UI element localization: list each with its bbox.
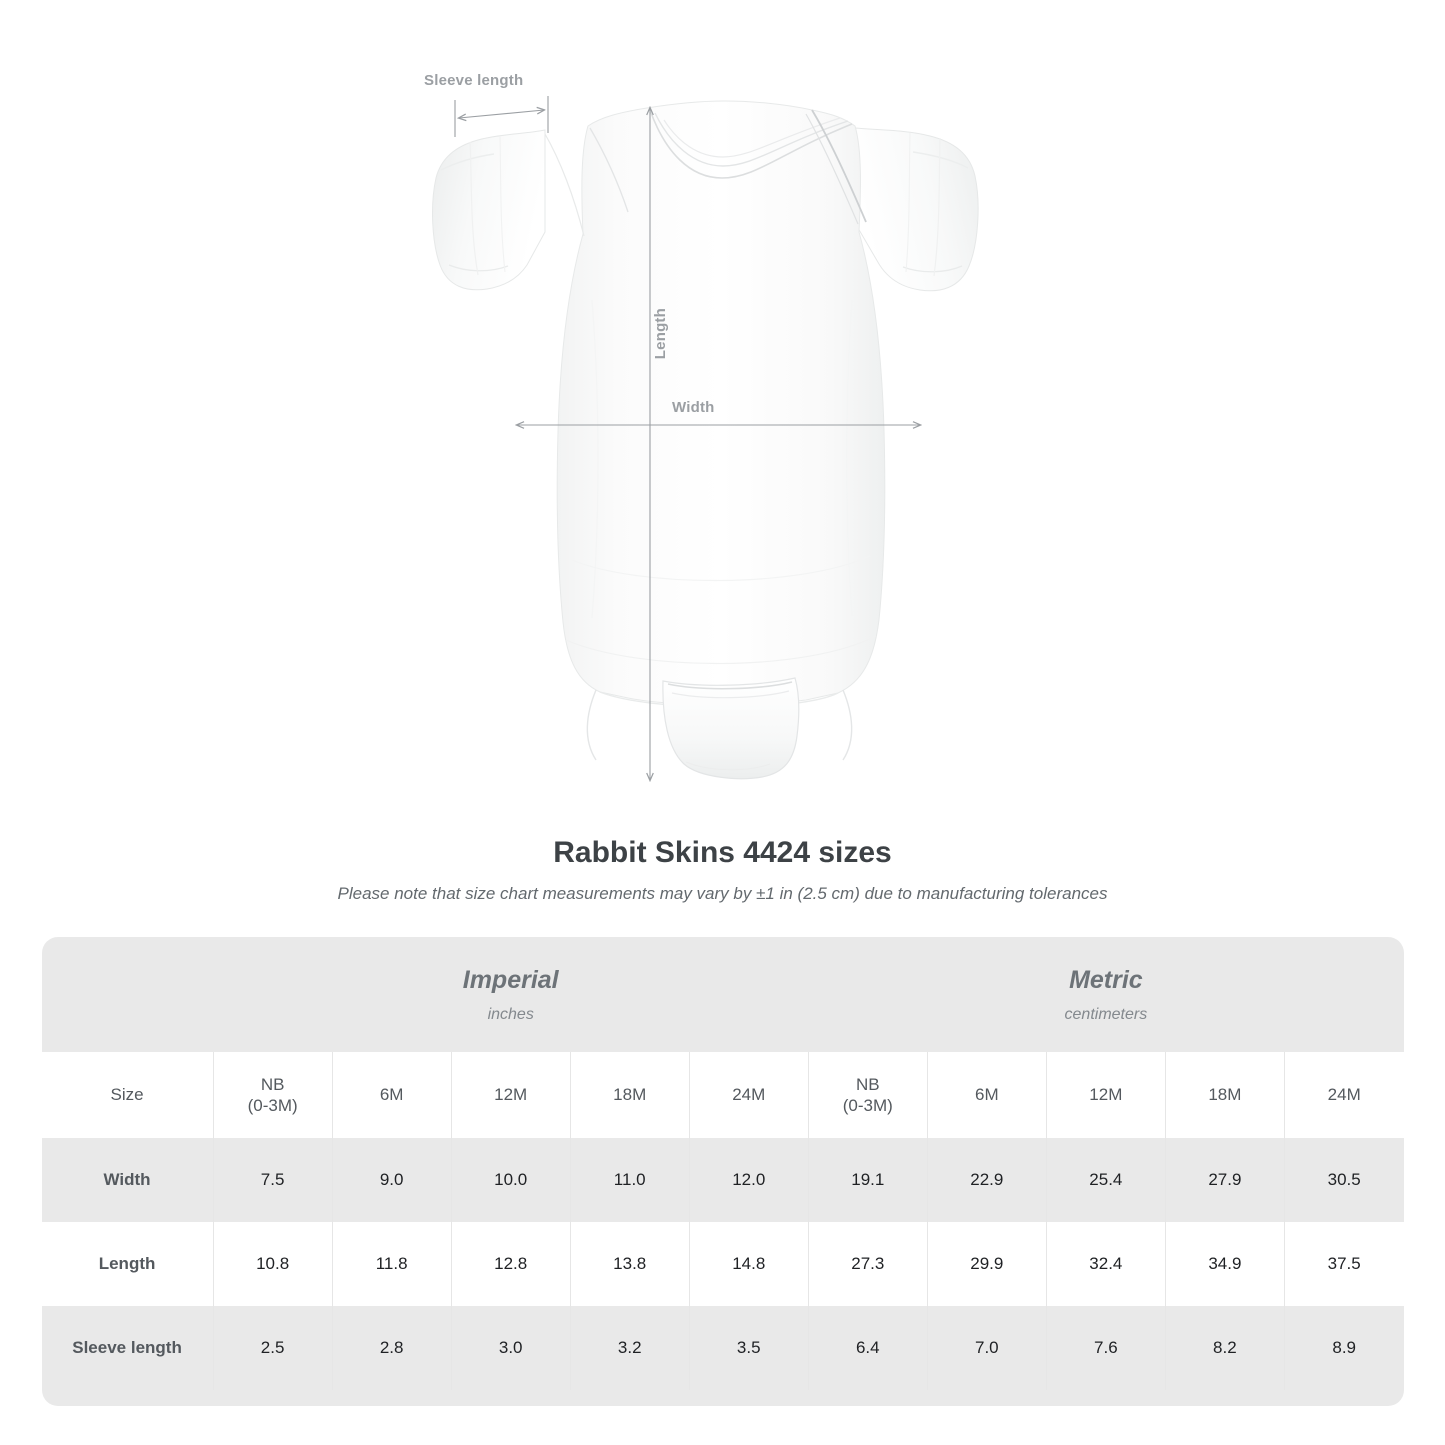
cell-length-metric-6m: 29.9 — [927, 1222, 1047, 1306]
size-row-header: Size — [41, 1052, 214, 1138]
page-title: Rabbit Skins 4424 sizes — [553, 836, 892, 869]
size-header-row: Size NB (0-3M) 6M 12M 18M 24M NB (0-3M) … — [41, 1052, 1404, 1138]
cell-width-metric-nb: 19.1 — [808, 1138, 928, 1222]
table-bottom-edge — [41, 1390, 1404, 1406]
cell-width-imperial-24m: 12.0 — [689, 1138, 809, 1222]
tolerance-note: Please note that size chart measurements… — [337, 884, 1108, 903]
imperial-group-header: Imperial inches — [213, 937, 809, 1052]
header-metric-6m: 6M — [927, 1052, 1047, 1138]
cell-sleeve-imperial-nb: 2.5 — [213, 1306, 333, 1390]
metric-label: Metric — [1069, 966, 1143, 995]
dimension-lines — [454, 96, 920, 780]
right-sleeve — [854, 127, 979, 292]
cell-width-metric-6m: 22.9 — [927, 1138, 1047, 1222]
cell-width-imperial-18m: 11.0 — [570, 1138, 690, 1222]
row-label-sleeve-length: Sleeve length — [41, 1306, 214, 1390]
table-row: Sleeve length 2.5 2.8 3.0 3.2 3.5 6.4 7.… — [41, 1306, 1404, 1390]
size-table-container: Imperial inches Metric centimeters Size … — [41, 937, 1404, 1406]
cell-width-metric-18m: 27.9 — [1165, 1138, 1285, 1222]
header-imperial-nb: NB (0-3M) — [213, 1052, 333, 1138]
table-row: Width 7.5 9.0 10.0 11.0 12.0 19.1 22.9 2… — [41, 1138, 1404, 1222]
left-sleeve — [432, 129, 546, 291]
width-label: Width — [672, 399, 715, 416]
header-metric-nb: NB (0-3M) — [808, 1052, 928, 1138]
header-metric-12m: 12M — [1046, 1052, 1166, 1138]
cell-sleeve-imperial-6m: 2.8 — [332, 1306, 452, 1390]
cell-length-metric-24m: 37.5 — [1284, 1222, 1404, 1306]
sleeve-length-arrow — [459, 110, 544, 118]
cell-sleeve-metric-18m: 8.2 — [1165, 1306, 1285, 1390]
cell-sleeve-imperial-24m: 3.5 — [689, 1306, 809, 1390]
row-label-width: Width — [41, 1138, 214, 1222]
bottom-right-corner — [1284, 1390, 1404, 1406]
cell-sleeve-imperial-12m: 3.0 — [451, 1306, 571, 1390]
cell-length-imperial-24m: 14.8 — [689, 1222, 809, 1306]
cell-length-metric-nb: 27.3 — [808, 1222, 928, 1306]
cell-length-metric-12m: 32.4 — [1046, 1222, 1166, 1306]
garment-illustration: Sleeve length Width Length — [424, 72, 979, 830]
unit-banner-row: Imperial inches Metric centimeters — [41, 937, 1404, 1052]
cell-width-imperial-6m: 9.0 — [332, 1138, 452, 1222]
metric-group-header: Metric centimeters — [808, 937, 1404, 1052]
cell-width-imperial-nb: 7.5 — [213, 1138, 333, 1222]
bodysuit-body — [544, 100, 886, 761]
cell-width-metric-12m: 25.4 — [1046, 1138, 1166, 1222]
cell-length-imperial-nb: 10.8 — [213, 1222, 333, 1306]
cell-width-metric-24m: 30.5 — [1284, 1138, 1404, 1222]
header-imperial-12m: 12M — [451, 1052, 571, 1138]
cell-length-imperial-6m: 11.8 — [332, 1222, 452, 1306]
cell-width-imperial-12m: 10.0 — [451, 1138, 571, 1222]
size-chart-table: Imperial inches Metric centimeters Size … — [41, 937, 1404, 1406]
baby-bodysuit-diagram — [432, 96, 979, 830]
cell-sleeve-metric-nb: 6.4 — [808, 1306, 928, 1390]
unit-banner-corner — [41, 937, 214, 1052]
header-imperial-18m: 18M — [570, 1052, 690, 1138]
cell-length-imperial-18m: 13.8 — [570, 1222, 690, 1306]
header-line1: NB — [260, 1074, 285, 1094]
imperial-unit: inches — [487, 1005, 534, 1023]
metric-unit: centimeters — [1064, 1005, 1148, 1023]
cell-sleeve-metric-24m: 8.9 — [1284, 1306, 1404, 1390]
table-row: Length 10.8 11.8 12.8 13.8 14.8 27.3 29.… — [41, 1222, 1404, 1306]
header-imperial-6m: 6M — [332, 1052, 452, 1138]
header-metric-18m: 18M — [1165, 1052, 1285, 1138]
header-line2: (0-3M) — [247, 1096, 298, 1115]
header-line1: NB — [855, 1074, 880, 1094]
cell-length-metric-18m: 34.9 — [1165, 1222, 1285, 1306]
crotch-snap-panel — [662, 677, 800, 780]
cell-sleeve-imperial-18m: 3.2 — [570, 1306, 690, 1390]
length-label: Length — [652, 308, 669, 360]
sleeve-length-label: Sleeve length — [424, 72, 524, 89]
header-line2: (0-3M) — [842, 1096, 893, 1115]
chart-heading: Rabbit Skins 4424 sizes Please note that… — [0, 836, 1445, 904]
bottom-left-corner — [41, 1390, 214, 1406]
row-label-length: Length — [41, 1222, 214, 1306]
cell-length-imperial-12m: 12.8 — [451, 1222, 571, 1306]
cell-sleeve-metric-12m: 7.6 — [1046, 1306, 1166, 1390]
imperial-label: Imperial — [462, 966, 559, 995]
cell-sleeve-metric-6m: 7.0 — [927, 1306, 1047, 1390]
header-imperial-24m: 24M — [689, 1052, 809, 1138]
header-metric-24m: 24M — [1284, 1052, 1404, 1138]
